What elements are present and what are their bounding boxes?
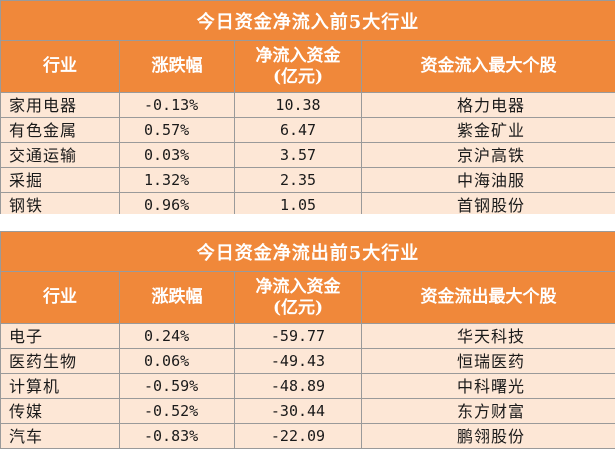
industry-cell: 电子 [1, 324, 120, 349]
outflow-table-title: 今日资金净流出前5大行业 [1, 232, 615, 272]
stock-cell: 中海油服 [362, 168, 615, 193]
change-cell: -0.13% [120, 93, 235, 118]
change-cell: -0.83% [120, 424, 235, 449]
amount-cell: -22.09 [235, 424, 362, 449]
industry-cell: 有色金属 [1, 118, 120, 143]
industry-cell: 交通运输 [1, 143, 120, 168]
inflow-table-title: 今日资金净流入前5大行业 [1, 1, 615, 41]
change-cell: 1.32% [120, 168, 235, 193]
inflow-col-stock-header: 资金流入最大个股 [362, 41, 615, 93]
amount-cell: 6.47 [235, 118, 362, 143]
outflow-amount-header-line1: 净流入资金 [235, 277, 361, 298]
outflow-col-stock-header: 资金流出最大个股 [362, 272, 615, 324]
inflow-col-amount-header: 净流入资金 (亿元) [235, 41, 362, 93]
change-cell: 0.57% [120, 118, 235, 143]
stock-cell: 京沪高铁 [362, 143, 615, 168]
change-cell: 0.03% [120, 143, 235, 168]
amount-cell: -48.89 [235, 374, 362, 399]
industry-cell: 传媒 [1, 399, 120, 424]
industry-cell: 采掘 [1, 168, 120, 193]
stock-cell: 中科曙光 [362, 374, 615, 399]
table-row: 汽车 -0.83% -22.09 鹏翎股份 [1, 424, 615, 449]
change-cell: -0.52% [120, 399, 235, 424]
outflow-header-row: 行业 涨跌幅 净流入资金 (亿元) 资金流出最大个股 [1, 272, 615, 324]
inflow-amount-header-line1: 净流入资金 [235, 46, 361, 67]
amount-cell: -30.44 [235, 399, 362, 424]
stock-cell: 华天科技 [362, 324, 615, 349]
stock-cell: 紫金矿业 [362, 118, 615, 143]
amount-cell: 3.57 [235, 143, 362, 168]
table-row: 医药生物 0.06% -49.43 恒瑞医药 [1, 349, 615, 374]
inflow-title-row: 今日资金净流入前5大行业 [1, 1, 615, 41]
amount-cell: 10.38 [235, 93, 362, 118]
outflow-title-row: 今日资金净流出前5大行业 [1, 232, 615, 272]
table-row: 有色金属 0.57% 6.47 紫金矿业 [1, 118, 615, 143]
amount-cell: -49.43 [235, 349, 362, 374]
change-cell: -0.59% [120, 374, 235, 399]
amount-cell: -59.77 [235, 324, 362, 349]
change-cell: 0.06% [120, 349, 235, 374]
inflow-amount-header-line2: (亿元) [235, 67, 361, 88]
table-row: 传媒 -0.52% -30.44 东方财富 [1, 399, 615, 424]
change-cell: 0.24% [120, 324, 235, 349]
inflow-col-change-header: 涨跌幅 [120, 41, 235, 93]
table-spacer [0, 214, 615, 231]
stock-cell: 鹏翎股份 [362, 424, 615, 449]
industry-cell: 家用电器 [1, 93, 120, 118]
outflow-col-amount-header: 净流入资金 (亿元) [235, 272, 362, 324]
outflow-col-industry-header: 行业 [1, 272, 120, 324]
industry-cell: 计算机 [1, 374, 120, 399]
industry-cell: 医药生物 [1, 349, 120, 374]
outflow-table: 今日资金净流出前5大行业 行业 涨跌幅 净流入资金 (亿元) 资金流出最大个股 … [0, 231, 615, 449]
inflow-col-industry-header: 行业 [1, 41, 120, 93]
outflow-amount-header-line2: (亿元) [235, 298, 361, 319]
industry-cell: 汽车 [1, 424, 120, 449]
table-row: 电子 0.24% -59.77 华天科技 [1, 324, 615, 349]
table-row: 计算机 -0.59% -48.89 中科曙光 [1, 374, 615, 399]
table-row: 采掘 1.32% 2.35 中海油服 [1, 168, 615, 193]
inflow-header-row: 行业 涨跌幅 净流入资金 (亿元) 资金流入最大个股 [1, 41, 615, 93]
inflow-table: 今日资金净流入前5大行业 行业 涨跌幅 净流入资金 (亿元) 资金流入最大个股 … [0, 0, 615, 218]
table-row: 家用电器 -0.13% 10.38 格力电器 [1, 93, 615, 118]
outflow-col-change-header: 涨跌幅 [120, 272, 235, 324]
stock-cell: 东方财富 [362, 399, 615, 424]
table-row: 交通运输 0.03% 3.57 京沪高铁 [1, 143, 615, 168]
amount-cell: 2.35 [235, 168, 362, 193]
stock-cell: 恒瑞医药 [362, 349, 615, 374]
stock-cell: 格力电器 [362, 93, 615, 118]
